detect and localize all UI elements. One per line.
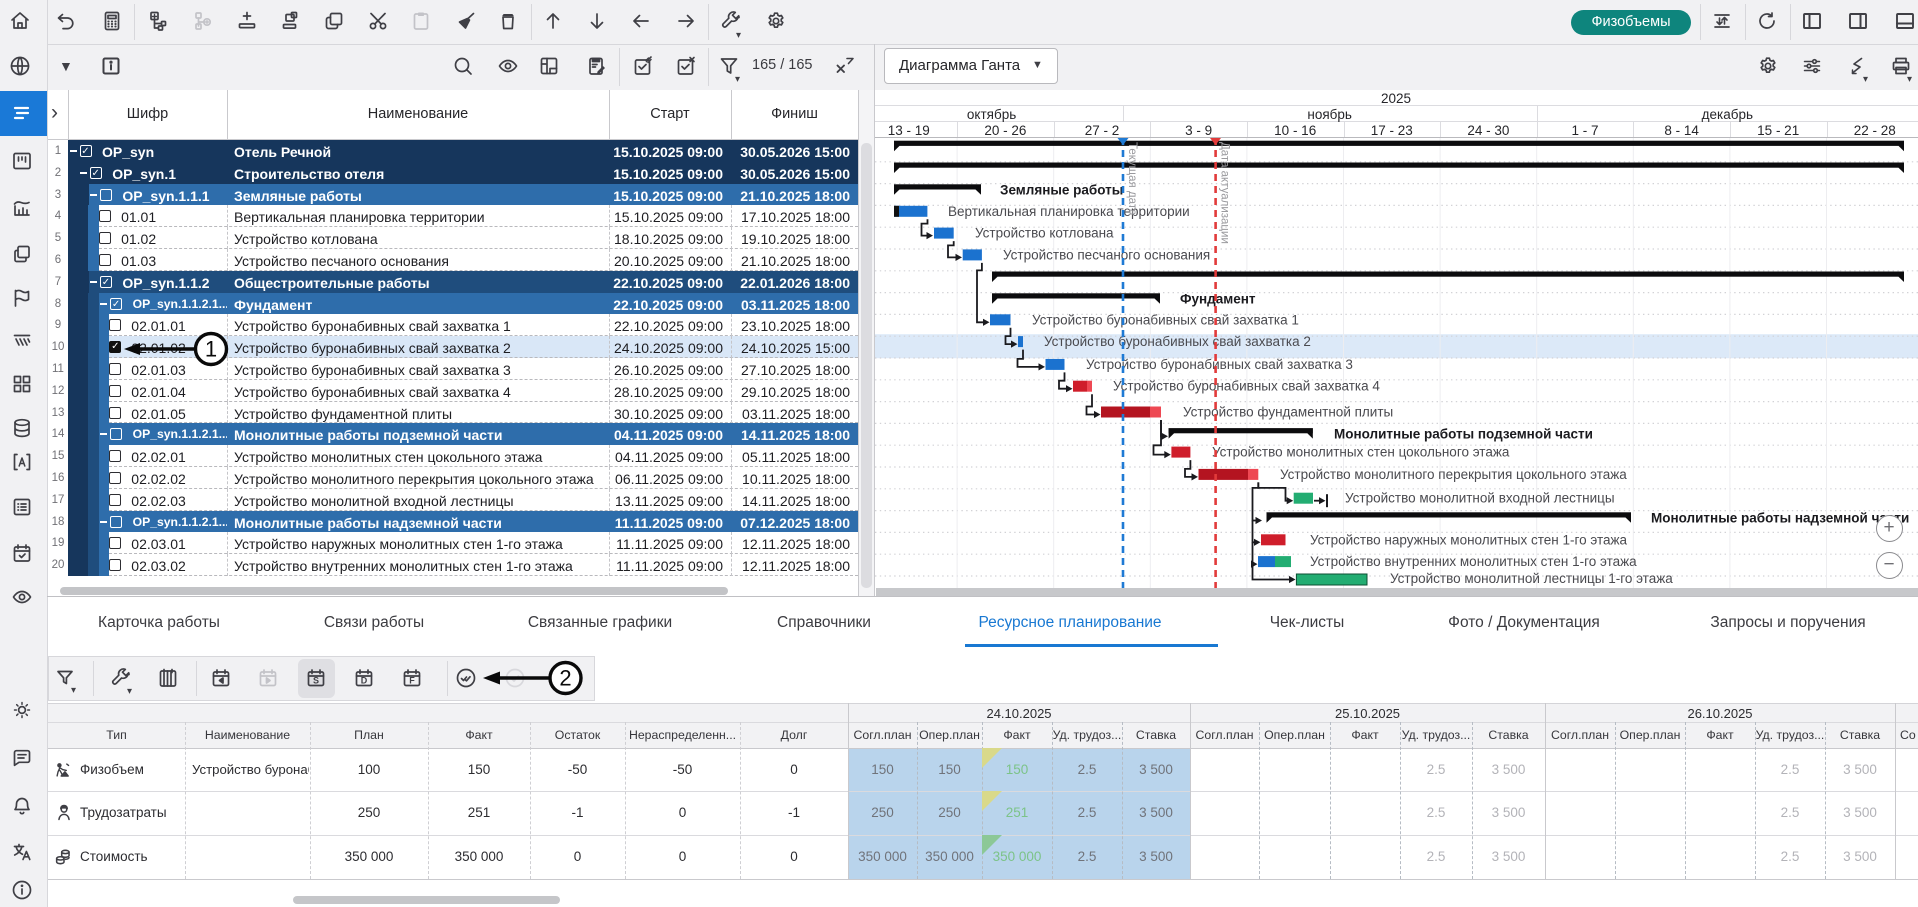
- svg-text:Монолитные работы надземной ча: Монолитные работы надземной части: [1651, 511, 1909, 526]
- svg-text:Устройство монолитной лестницы: Устройство монолитной лестницы 1-го этаж…: [1390, 571, 1673, 586]
- svg-text:S: S: [313, 676, 319, 686]
- svg-text:Устройство буронабивных свай з: Устройство буронабивных свай захватка 1: [1032, 312, 1299, 327]
- svg-text:Устройство буронабивных свай з: Устройство буронабивных свай захватка 3: [1086, 357, 1353, 372]
- svg-text:Устройство наружных монолитных: Устройство наружных монолитных стен 1-го…: [1310, 532, 1628, 547]
- svg-text:F: F: [409, 676, 415, 686]
- svg-text:Фундамент: Фундамент: [1180, 292, 1256, 307]
- svg-text:Устройство монолитной входной: Устройство монолитной входной лестницы: [1345, 491, 1615, 506]
- svg-text:Монолитные работы подземной ча: Монолитные работы подземной части: [1334, 426, 1593, 441]
- svg-text:Устройство буронабивных свай з: Устройство буронабивных свай захватка 4: [1113, 379, 1380, 394]
- svg-text:Устройство песчаного основания: Устройство песчаного основания: [1003, 247, 1210, 262]
- svg-text:D: D: [361, 676, 368, 686]
- svg-text:Устройство монолитного перекры: Устройство монолитного перекрытия цоколь…: [1280, 467, 1627, 482]
- svg-text:Земляные работы: Земляные работы: [1000, 183, 1123, 198]
- svg-text:Устройство буронабивных свай з: Устройство буронабивных свай захватка 2: [1044, 334, 1311, 349]
- svg-text:Устройство котлована: Устройство котлована: [975, 226, 1114, 241]
- svg-text:Устройство монолитных стен цок: Устройство монолитных стен цокольного эт…: [1212, 445, 1510, 460]
- svg-text:Вертикальная планировка террит: Вертикальная планировка территории: [948, 204, 1190, 219]
- svg-text:Устройство внутренних монолитн: Устройство внутренних монолитных стен 1-…: [1310, 554, 1637, 569]
- svg-text:Устройство фундаментной плиты: Устройство фундаментной плиты: [1183, 405, 1393, 420]
